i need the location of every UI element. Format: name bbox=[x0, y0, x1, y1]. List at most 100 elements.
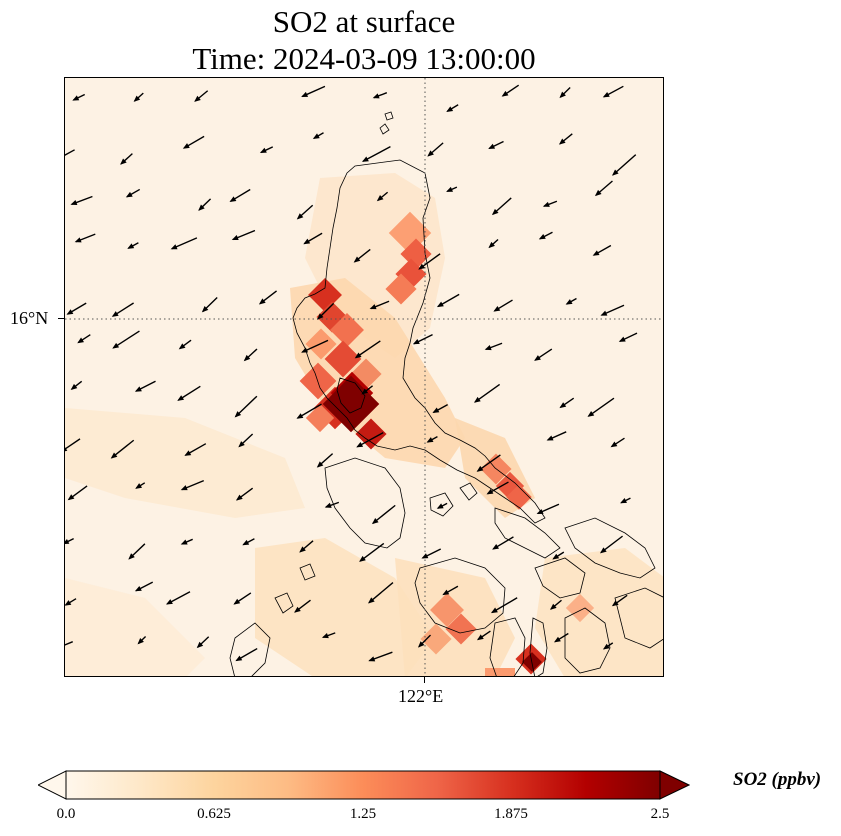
wind-arrow-head bbox=[620, 498, 627, 504]
latitude-tick-label: 16°N bbox=[10, 308, 49, 328]
wind-arrow-head bbox=[238, 441, 245, 448]
wind-arrow-head bbox=[491, 208, 499, 216]
wind-arrow-head bbox=[536, 508, 544, 514]
wind-arrow-head bbox=[418, 263, 425, 270]
plot-title: SO2 at surface bbox=[272, 4, 456, 39]
wind-arrow-head bbox=[473, 396, 481, 403]
wind-arrow-head bbox=[77, 337, 85, 344]
wind-arrow-head bbox=[559, 91, 566, 99]
colorbar-min-extend bbox=[36, 770, 67, 800]
wind-arrow-head bbox=[361, 388, 369, 395]
map-panel bbox=[64, 77, 664, 677]
wind-arrow-head bbox=[371, 518, 379, 525]
wind-arrow-head bbox=[368, 597, 375, 604]
gridlines bbox=[65, 78, 663, 676]
wind-arrow-head bbox=[602, 91, 610, 98]
wind-arrow-head bbox=[490, 607, 498, 614]
wind-arrow-head bbox=[65, 538, 70, 545]
wind-arrow-head bbox=[558, 138, 566, 145]
wind-arrow-head bbox=[359, 555, 366, 562]
wind-arrow-head bbox=[559, 402, 567, 409]
colorbar-tick: 0.625 bbox=[197, 806, 231, 822]
wind-arrow-head bbox=[549, 603, 557, 610]
map-svg bbox=[65, 78, 663, 676]
wind-vectors bbox=[65, 84, 638, 662]
wind-arrow-head bbox=[538, 233, 546, 240]
wind-arrow-head bbox=[446, 106, 454, 112]
wind-arrow-head bbox=[65, 447, 68, 452]
wind-arrow-head bbox=[242, 539, 250, 546]
longitude-tick-label: 122°E bbox=[398, 686, 444, 706]
wind-arrow-head bbox=[70, 383, 78, 391]
wind-arrow-head bbox=[182, 143, 190, 149]
colorbar-svg bbox=[36, 770, 691, 800]
wind-arrow-head bbox=[492, 544, 499, 550]
wind-arrow-head bbox=[134, 386, 142, 392]
wind-arrow-head bbox=[587, 411, 595, 417]
wind-arrow bbox=[65, 641, 74, 646]
wind-arrow-head bbox=[421, 553, 429, 559]
wind-arrow-head bbox=[180, 485, 188, 491]
wind-arrow-head bbox=[294, 606, 301, 613]
wind-arrow-head bbox=[369, 304, 377, 310]
wind-arrow-head bbox=[296, 213, 304, 220]
wind-arrow-head bbox=[299, 546, 306, 553]
wind-arrow-head bbox=[231, 235, 239, 241]
wind-arrow-head bbox=[612, 169, 619, 176]
wind-arrow bbox=[65, 438, 81, 450]
plot-subtitle-time: Time: 2024-03-09 13:00:00 bbox=[192, 41, 536, 76]
wind-arrow-head bbox=[235, 494, 243, 501]
colorbar-tick: 1.875 bbox=[494, 806, 528, 822]
wind-arrow-head bbox=[316, 461, 324, 468]
wind-arrow-head bbox=[610, 441, 618, 448]
wind-arrow-head bbox=[178, 343, 186, 350]
colorbar-label: SO2 (ppbv) bbox=[733, 769, 822, 790]
wind-arrow bbox=[588, 397, 615, 417]
wind-arrow-head bbox=[165, 599, 173, 605]
wind-arrow-head bbox=[432, 407, 440, 413]
wind-arrow-head bbox=[600, 310, 608, 316]
colorbar-tick: 2.5 bbox=[650, 806, 670, 822]
wind-arrow-head bbox=[599, 547, 607, 554]
wind-arrow-head bbox=[488, 143, 496, 149]
wind-arrow-head bbox=[442, 589, 450, 596]
colorbar bbox=[36, 770, 691, 800]
wind-arrow-head bbox=[426, 437, 434, 443]
wind-arrow-head bbox=[194, 95, 201, 102]
wind-arrow-head bbox=[354, 352, 362, 359]
wind-arrow-head bbox=[259, 147, 267, 153]
wind-arrow-head bbox=[542, 201, 550, 207]
wind-arrow-head bbox=[476, 465, 484, 472]
wind-arrow-head bbox=[417, 641, 425, 648]
wind-arrow-head bbox=[476, 634, 484, 641]
wind-arrow-head bbox=[356, 441, 364, 448]
colorbar-tick: 1.25 bbox=[349, 806, 377, 822]
wind-arrow-head bbox=[201, 305, 209, 313]
wind-arrow-head bbox=[184, 450, 192, 456]
wind-arrow-head bbox=[372, 93, 380, 99]
wind-arrow-head bbox=[137, 638, 144, 645]
wind-arrow-head bbox=[229, 196, 237, 202]
wind-arrow-head bbox=[552, 553, 560, 560]
wind-arrow-head bbox=[296, 413, 304, 419]
wind-arrow-head bbox=[493, 305, 501, 312]
wind-arrow-head bbox=[110, 452, 118, 459]
wind-arrow-head bbox=[324, 502, 332, 508]
wind-arrow-head bbox=[592, 250, 600, 256]
wind-arrow-head bbox=[170, 244, 178, 250]
wind-arrow-head bbox=[180, 539, 188, 545]
wind-arrow-head bbox=[565, 299, 573, 305]
wind-arrow-head bbox=[120, 158, 127, 165]
wind-arrow-head bbox=[133, 95, 141, 102]
wind-arrow-head bbox=[534, 355, 541, 361]
colorbar-gradient bbox=[65, 770, 661, 800]
wind-arrow-head bbox=[376, 195, 384, 202]
wind-arrow bbox=[362, 146, 391, 162]
wind-arrow-head bbox=[312, 133, 320, 139]
wind-arrow-head bbox=[125, 191, 133, 198]
wind-arrow-head bbox=[554, 636, 561, 643]
wind-arrow-head bbox=[602, 643, 610, 650]
wind-arrow-head bbox=[74, 237, 82, 243]
wind-arrow-head bbox=[65, 600, 72, 606]
wind-arrow bbox=[65, 149, 75, 156]
